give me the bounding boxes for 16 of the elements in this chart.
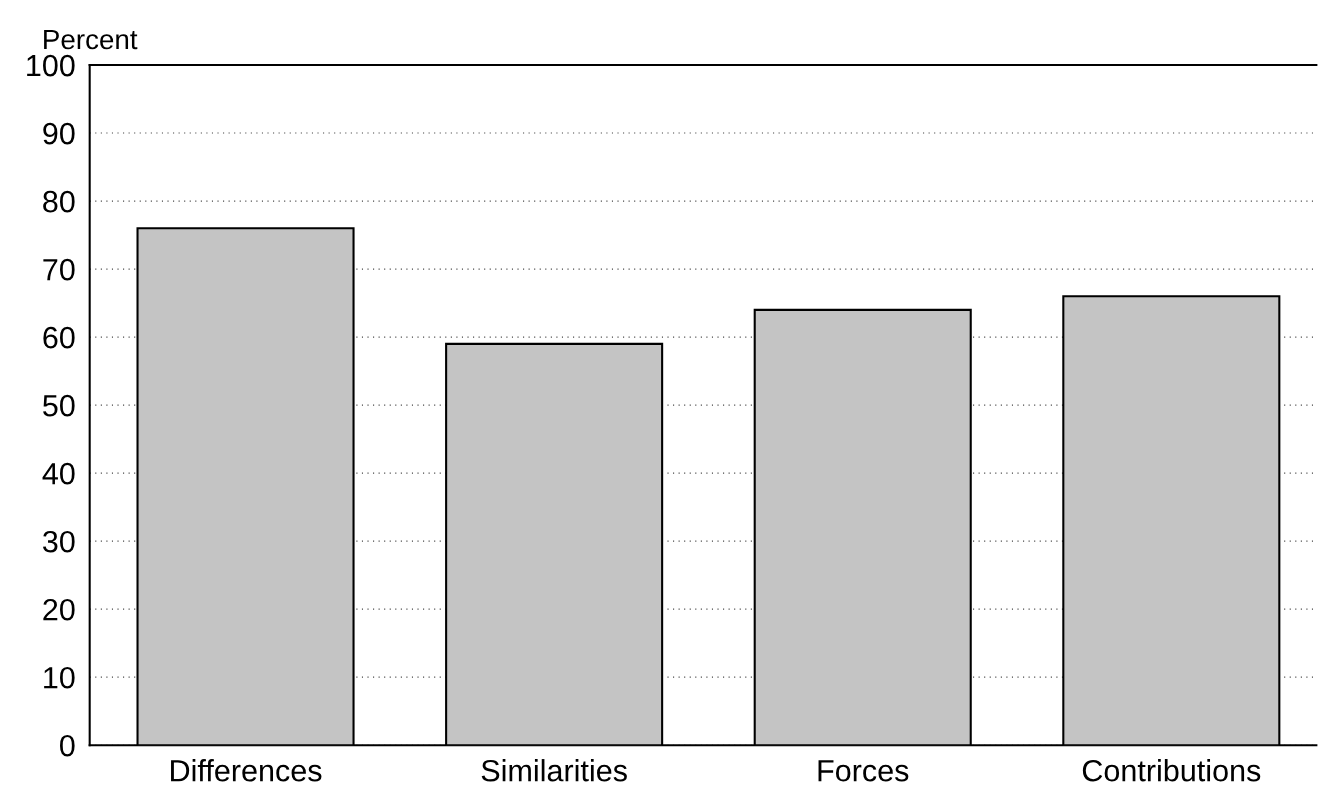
x-tick-label: Differences [171,759,322,782]
y-tick-label: 80 [43,190,75,213]
y-tick-label: 0 [60,734,75,757]
y-tick-label: 50 [43,394,75,417]
y-tick-label: 30 [42,530,75,553]
y-tick-label: 10 [44,666,75,689]
y-tick-label: 60 [43,326,75,349]
y-tick-label: 100 [27,54,75,77]
x-tick-label: Similarities [481,759,627,782]
x-tick-label: Forces [818,760,909,782]
y-tick-label: 70 [43,258,75,281]
y-axis-title: Percent [44,29,138,50]
y-tick-label: 20 [43,598,75,621]
y-tick-label: 40 [42,462,75,485]
y-tick-label: 90 [43,122,75,145]
x-tick-label: Contributions [1082,759,1261,782]
